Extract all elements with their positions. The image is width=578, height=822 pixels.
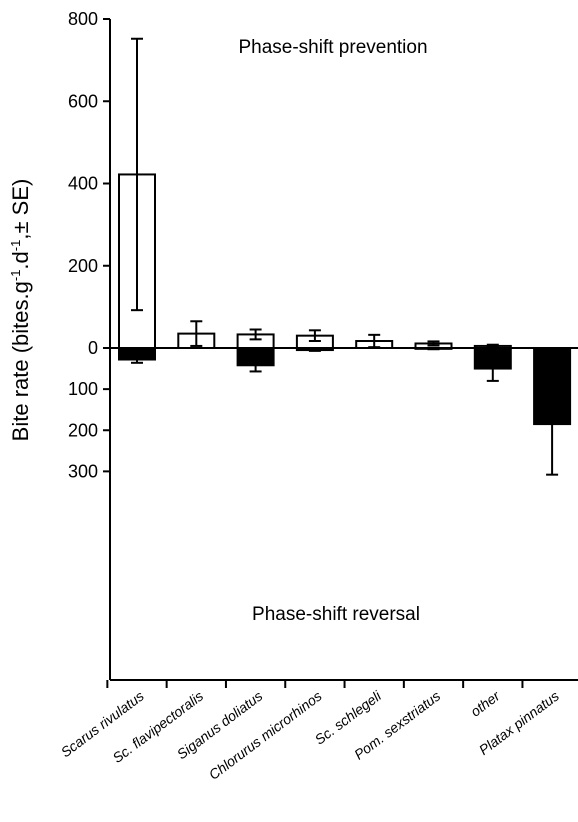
category-label: Chlorurus microrhinos xyxy=(206,688,325,783)
annotation-reversal: Phase-shift reversal xyxy=(252,604,420,625)
y-tick-label: 100 xyxy=(68,379,98,399)
y-tick-label: 300 xyxy=(68,461,98,481)
y-axis-title: Bite rate (bites.g-1.d-1,± SE) xyxy=(8,179,33,442)
y-axis-title-superscript-1: -1 xyxy=(8,270,23,282)
y-axis-title-part-1: Bite rate (bites.g xyxy=(8,281,33,441)
y-axis-title-superscript-2: -1 xyxy=(8,240,23,252)
y-tick-label: 400 xyxy=(68,174,98,194)
y-axis-title-part-2: .d xyxy=(8,251,33,269)
y-axis-title-part-3: ,± SE) xyxy=(8,179,33,240)
y-tick-label: 200 xyxy=(68,256,98,276)
category-label: other xyxy=(467,687,503,720)
y-tick-label: 200 xyxy=(68,420,98,440)
y-tick-label: 600 xyxy=(68,91,98,111)
y-tick-label: 800 xyxy=(68,9,98,29)
y-tick-label: 0 xyxy=(88,338,98,358)
annotation-prevention: Phase-shift prevention xyxy=(238,37,427,58)
